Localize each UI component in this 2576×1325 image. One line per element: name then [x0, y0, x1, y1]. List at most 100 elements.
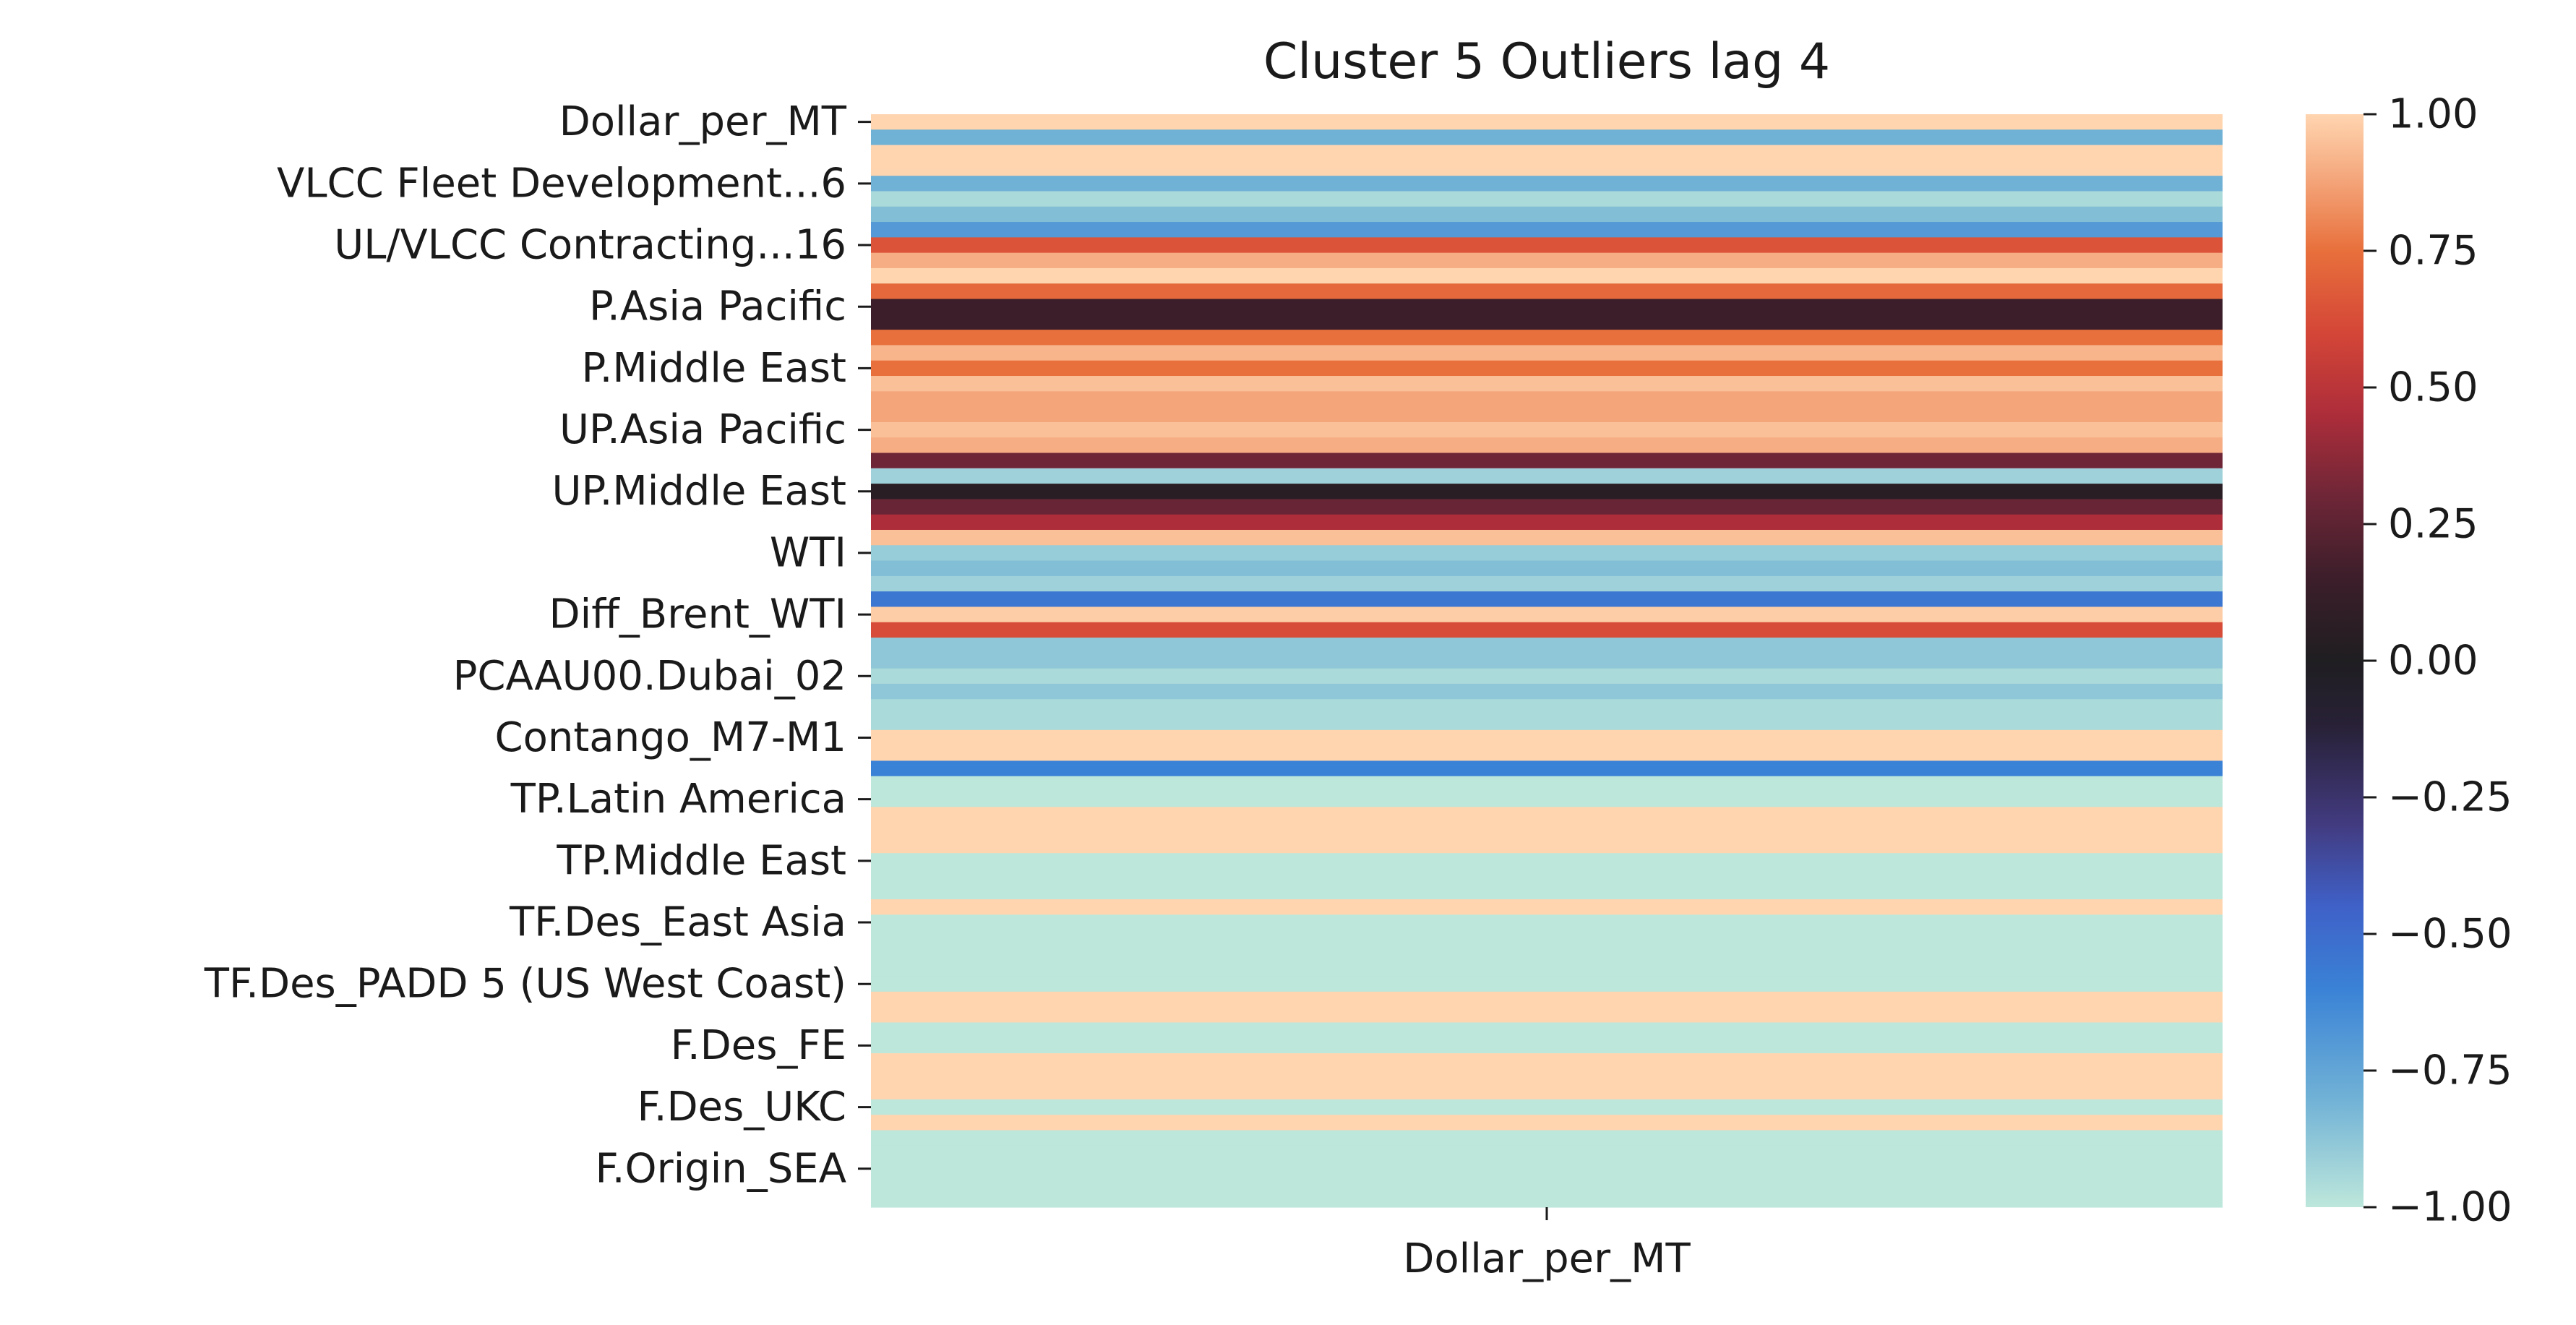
y-tick-label: F.Des_UKC [637, 1084, 846, 1131]
heatmap-cell [871, 529, 2223, 546]
heatmap-cell [871, 160, 2223, 176]
heatmap-cell [871, 468, 2223, 484]
heatmap-cell [871, 822, 2223, 839]
heatmap-cell [871, 267, 2223, 284]
y-tick-label: WTI [770, 529, 846, 576]
colorbar [2306, 114, 2364, 1207]
heatmap-cell [871, 760, 2223, 777]
heatmap-cell [871, 729, 2223, 746]
heatmap-cell [871, 1191, 2223, 1208]
heatmap-cell [871, 1084, 2223, 1100]
heatmap-cell [871, 591, 2223, 608]
y-tick-label: TP.Middle East [556, 837, 846, 884]
heatmap-cell [871, 575, 2223, 592]
x-tick-label: Dollar_per_MT [1403, 1235, 1691, 1282]
colorbar-tick-label: 0.50 [2388, 364, 2478, 411]
heatmap-cell [871, 191, 2223, 207]
x-axis-ticks: Dollar_per_MT [1403, 1207, 1691, 1282]
heatmap-cell [871, 1007, 2223, 1024]
y-tick-label: F.Des_FE [671, 1022, 846, 1069]
heatmap-cell [871, 145, 2223, 161]
heatmap-cell [871, 437, 2223, 454]
y-tick-label: P.Middle East [582, 345, 846, 392]
colorbar-tick-label: −0.50 [2388, 911, 2512, 958]
heatmap-cell [871, 945, 2223, 961]
heatmap-cell [871, 1037, 2223, 1054]
y-tick-label: PCAAU00.Dubai_02 [453, 653, 846, 700]
y-tick-label: TP.Latin America [510, 776, 846, 823]
colorbar-tick-label: 0.75 [2388, 228, 2478, 275]
heatmap-cell [871, 391, 2223, 408]
heatmap-cell [871, 283, 2223, 300]
heatmap-cell [871, 406, 2223, 423]
y-tick-label: F.Origin_SEA [595, 1145, 846, 1192]
heatmap-cell [871, 560, 2223, 577]
y-tick-label: TF.Des_East Asia [509, 899, 846, 946]
heatmap-cell [871, 376, 2223, 392]
heatmap-cell [871, 745, 2223, 762]
heatmap-cell [871, 114, 2223, 130]
heatmap-cell [871, 514, 2223, 531]
heatmap-cell [871, 176, 2223, 192]
y-tick-label: P.Asia Pacific [589, 283, 846, 330]
heatmap-cell [871, 421, 2223, 438]
heatmap-cell [871, 776, 2223, 792]
heatmap-cell [871, 1053, 2223, 1069]
colorbar-ticks: 1.00 0.75 0.50 0.25 0.00 −0.25 −0.50 −0.75 −1.00 [2364, 91, 2512, 1231]
y-tick-label: UP.Asia Pacific [559, 406, 846, 453]
heatmap-cell [871, 653, 2223, 669]
heatmap-cell [871, 837, 2223, 854]
heatmap-cell [871, 1068, 2223, 1085]
colorbar-tick-label: 1.00 [2388, 91, 2478, 138]
heatmap-cell [871, 976, 2223, 992]
heatmap-cell [871, 961, 2223, 977]
heatmap-cell [871, 453, 2223, 469]
colorbar-tick-label: −0.25 [2388, 774, 2512, 821]
y-axis-ticks: Dollar_per_MT VLCC Fleet Development...6 U… [204, 98, 871, 1192]
heatmap-cell [871, 345, 2223, 361]
heatmap-cell [871, 129, 2223, 146]
heatmap-cell [871, 899, 2223, 915]
heatmap-cells [871, 114, 2223, 1208]
chart-title: Cluster 5 Outliers lag 4 [1263, 33, 1830, 90]
heatmap-cell [871, 1161, 2223, 1178]
colorbar-tick-label: −1.00 [2388, 1184, 2512, 1231]
colorbar-tick-label: 0.25 [2388, 501, 2478, 548]
heatmap-cell [871, 314, 2223, 330]
y-tick-label: Diff_Brent_WTI [549, 591, 846, 638]
heatmap-cell [871, 868, 2223, 885]
heatmap-cell [871, 883, 2223, 900]
heatmap-cell [871, 360, 2223, 377]
heatmap-cell [871, 606, 2223, 623]
heatmap-cell [871, 499, 2223, 515]
heatmap-cell [871, 1099, 2223, 1115]
heatmap-cell [871, 1145, 2223, 1162]
heatmap-cell [871, 622, 2223, 638]
heatmap-cell [871, 699, 2223, 716]
heatmap-cell [871, 484, 2223, 499]
heatmap-cell [871, 299, 2223, 315]
y-tick-label: Contango_M7-M1 [494, 714, 846, 761]
heatmap-cell [871, 1115, 2223, 1131]
y-tick-label: Dollar_per_MT [559, 98, 847, 145]
heatmap-cell [871, 1022, 2223, 1039]
heatmap-cell [871, 668, 2223, 685]
heatmap-cell [871, 683, 2223, 700]
heatmap-cell [871, 991, 2223, 1008]
heatmap-cell [871, 206, 2223, 223]
heatmap-cell [871, 914, 2223, 931]
heatmap-cell [871, 792, 2223, 807]
colorbar-tick-label: −0.75 [2388, 1047, 2512, 1094]
heatmap-cell [871, 330, 2223, 346]
y-tick-label: UL/VLCC Contracting...16 [334, 222, 846, 269]
heatmap-cell [871, 237, 2223, 254]
colorbar-tick-label: 0.00 [2388, 638, 2478, 685]
heatmap-cell [871, 1130, 2223, 1146]
heatmap-cell [871, 638, 2223, 653]
heatmap-cell [871, 1176, 2223, 1193]
y-tick-label: UP.Middle East [552, 468, 846, 515]
heatmap-cell [871, 252, 2223, 269]
heatmap-cell [871, 807, 2223, 823]
heatmap-cell [871, 545, 2223, 562]
